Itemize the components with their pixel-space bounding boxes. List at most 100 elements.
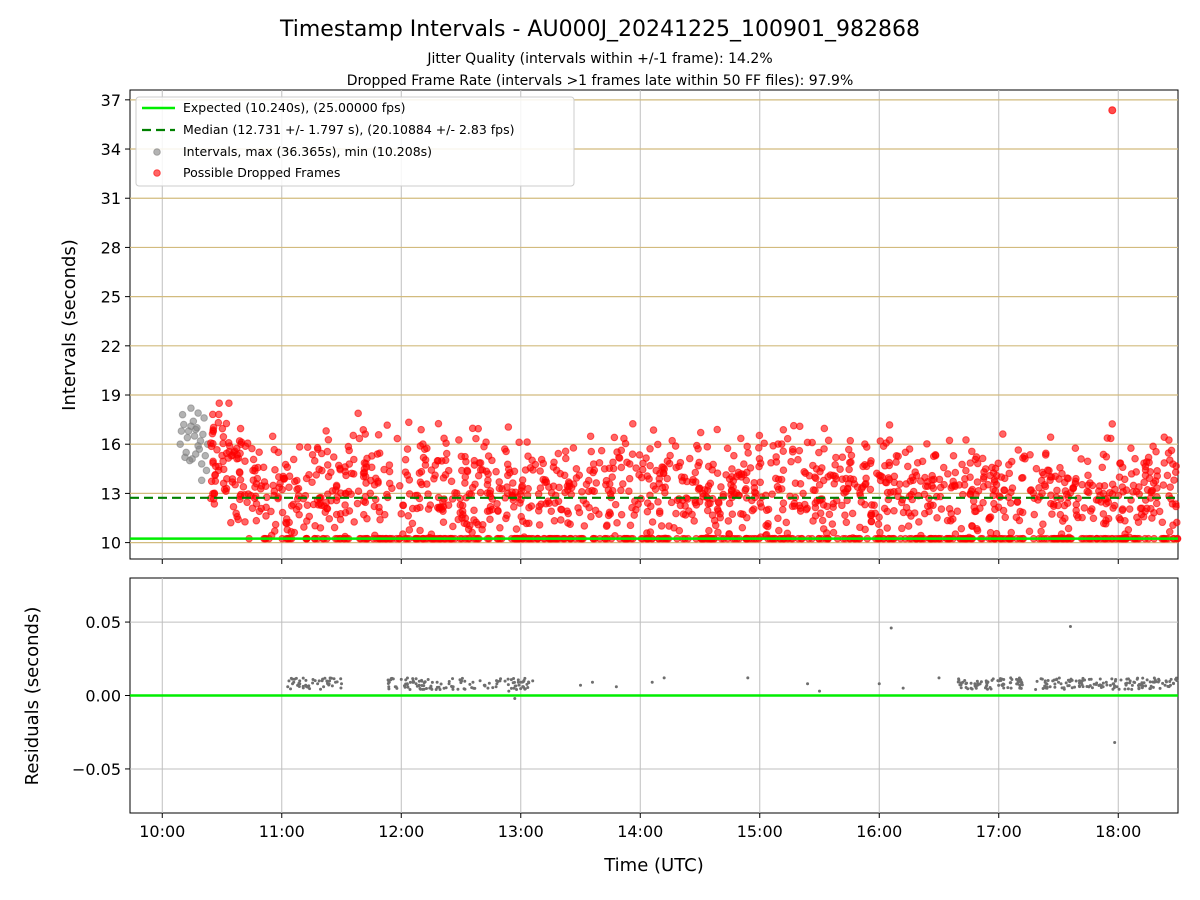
dropped-frame-point (623, 458, 631, 467)
dropped-frame-point (856, 489, 864, 497)
residual-point (1140, 681, 1144, 685)
dropped-frame-point (460, 519, 469, 528)
dropped-frame-point (756, 478, 765, 487)
dropped-frame-point (580, 522, 589, 530)
dropped-frame-point (782, 518, 791, 527)
residual-point (889, 626, 893, 630)
dropped-frame-point (962, 466, 970, 475)
dropped-frame-point (795, 422, 804, 431)
dropped-frame-point (768, 490, 776, 498)
dropped-frame-point (311, 521, 319, 530)
dropped-frame-point (643, 507, 652, 516)
dropped-frame-point (1048, 510, 1056, 518)
dropped-frame-point (958, 460, 966, 469)
residual-point (447, 680, 451, 684)
residual-point (1164, 680, 1168, 684)
residual-point (579, 683, 583, 687)
dropped-frame-point (661, 488, 669, 497)
residual-point (963, 678, 967, 682)
interval-point (196, 437, 205, 445)
dropped-frame-point (285, 483, 293, 492)
dropped-frame-point (274, 448, 283, 457)
dropped-frame-point (534, 506, 543, 515)
dropped-frame-point (439, 518, 448, 526)
residual-point (482, 683, 486, 687)
dropped-frame-point (550, 516, 559, 525)
dropped-frame-point (1131, 454, 1139, 463)
dropped-frame-point (564, 486, 572, 494)
residual-point (519, 687, 523, 691)
residual-point (973, 682, 977, 686)
residual-point (523, 676, 527, 680)
bottom-y-ticks: 0.05 0.00 −0.05 (72, 613, 130, 779)
dropped-frame-point (430, 475, 438, 483)
dropped-frame-point (615, 454, 624, 462)
dropped-frame-point (643, 499, 652, 507)
dropped-frame-point (484, 452, 493, 460)
dropped-frame-point (454, 515, 463, 524)
residual-point (1077, 681, 1081, 685)
dropped-frame-point (523, 438, 531, 446)
residual-point (462, 687, 466, 691)
dropped-frame-point (819, 476, 828, 485)
dropped-frame-point (715, 499, 723, 507)
residual-point (1067, 684, 1071, 688)
dropped-frame-point (225, 399, 233, 408)
residual-point (1157, 678, 1161, 682)
dropped-frame-point (769, 441, 777, 450)
top-y-tick-label: 19 (101, 386, 121, 405)
x-tick-label: 16:00 (856, 822, 902, 841)
residual-point (978, 682, 982, 686)
dropped-frame-point (1040, 480, 1049, 489)
interval-point (183, 433, 192, 442)
residual-point (1112, 686, 1116, 690)
dropped-frame-point (617, 510, 626, 519)
residual-point (503, 679, 507, 683)
residual-point (408, 680, 412, 684)
dropped-frame-point (350, 518, 358, 526)
residual-point (317, 679, 321, 683)
dropped-frame-point (492, 467, 500, 476)
dropped-frame-point (688, 510, 696, 519)
residual-point (473, 686, 477, 690)
interval-point (179, 420, 188, 429)
dropped-frame-point (944, 470, 952, 478)
dropped-frame-point (458, 501, 467, 510)
dropped-frame-point (990, 476, 999, 484)
bottom-y-tick-label: −0.05 (72, 760, 121, 779)
dropped-frame-point (795, 446, 804, 455)
residual-point (1130, 683, 1134, 687)
residual-point (414, 682, 418, 686)
dropped-frame-point (611, 500, 620, 509)
residual-point (1066, 678, 1070, 682)
dropped-frame-point (289, 455, 298, 464)
dropped-frame-point (1078, 480, 1086, 489)
residual-point (1130, 687, 1134, 691)
residual-point (313, 679, 317, 683)
residual-point (506, 677, 510, 681)
dropped-frame-point (812, 474, 820, 483)
dropped-frame-point (1037, 527, 1045, 536)
dropped-frame-point (990, 499, 998, 508)
residual-point (1034, 687, 1038, 691)
dropped-frame-point (838, 453, 847, 461)
residual-point (527, 680, 531, 684)
dropped-frame-point (845, 465, 853, 474)
dropped-frame-point (393, 434, 402, 443)
dropped-frame-point (1071, 444, 1080, 452)
dropped-frame-point (762, 530, 771, 539)
dropped-frame-point (399, 501, 407, 509)
dropped-frame-point (625, 474, 634, 483)
residual-point (294, 676, 298, 680)
dropped-frame-point (1140, 478, 1148, 487)
dropped-frame-point (214, 418, 223, 427)
dropped-frame-point (325, 515, 334, 523)
dropped-frame-point (617, 446, 626, 455)
dropped-frame-point (495, 478, 504, 486)
dropped-frame-point (1127, 470, 1136, 478)
dropped-frame-point (783, 434, 792, 443)
dropped-frame-point (1056, 510, 1065, 519)
residual-point (650, 680, 654, 684)
dropped-frame-point (881, 478, 890, 487)
